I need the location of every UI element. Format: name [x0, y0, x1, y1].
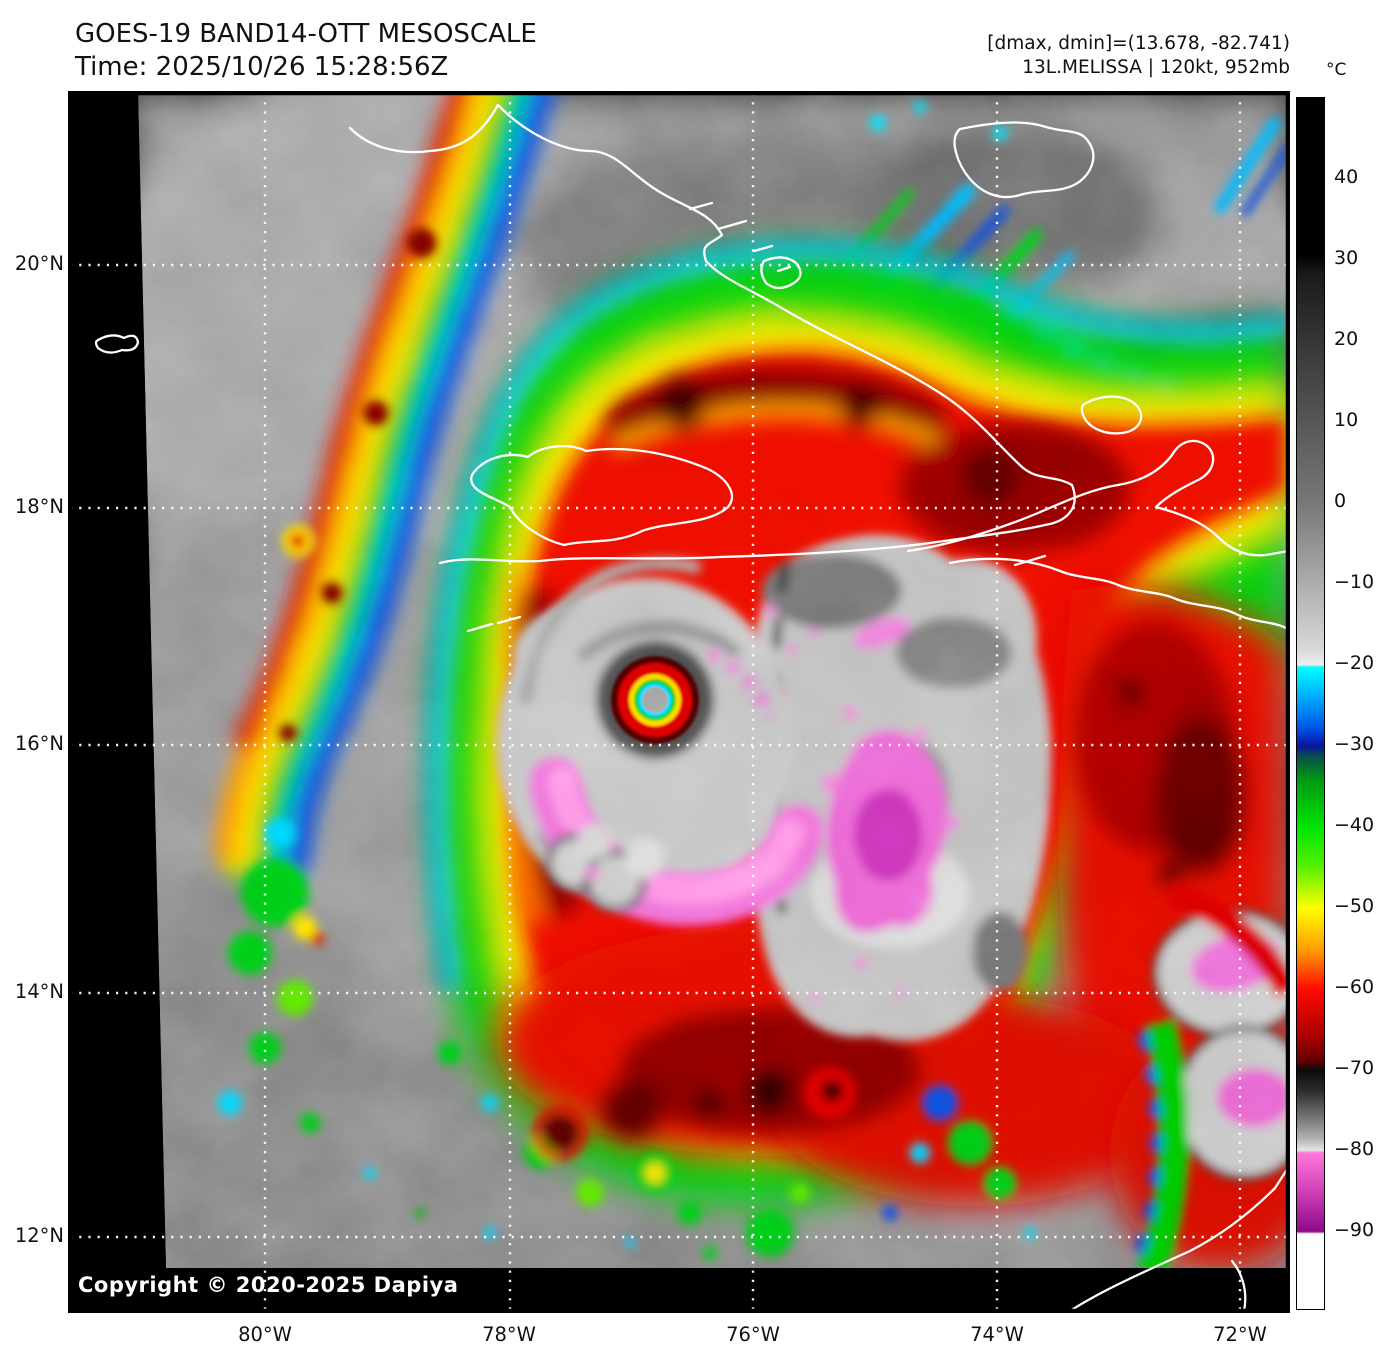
colorbar-tick-label: 0 — [1334, 490, 1347, 512]
storm-info-block: [dmax, dmin]=(13.678, -82.741) 13L.MELIS… — [987, 32, 1290, 80]
colorbar-tick-label: 10 — [1334, 409, 1359, 431]
satellite-map: Copyright © 2020-2025 Dapiya — [68, 91, 1290, 1313]
coastline-hispaniola-south — [948, 557, 1288, 631]
coastline-isla-juventud — [760, 256, 802, 290]
copyright-watermark: Copyright © 2020-2025 Dapiya — [78, 1273, 459, 1297]
title-block: GOES-19 BAND14-OTT MESOSCALE Time: 2025/… — [75, 18, 537, 84]
coastline-cuba-keys — [688, 201, 792, 273]
timestamp: Time: 2025/10/26 15:28:56Z — [75, 52, 449, 82]
imagery-layers — [138, 93, 1288, 1268]
colorbar-tick-label: −20 — [1334, 652, 1375, 674]
coastline-great-inagua — [953, 121, 1095, 199]
colorbar-tick-label: −30 — [1334, 733, 1375, 755]
bottom-no-data-strip — [70, 1268, 1288, 1311]
colorbar-tick-label: −60 — [1334, 976, 1375, 998]
colorbar-tick-label: 20 — [1334, 328, 1359, 350]
left-no-data-wedge — [70, 93, 166, 1268]
lon-label: 80°W — [238, 1323, 292, 1346]
dmax-dmin-readout: [dmax, dmin]=(13.678, -82.741) — [987, 33, 1290, 54]
map-frame — [70, 93, 1288, 1311]
coastlines — [94, 103, 1288, 1311]
lon-label: 76°W — [726, 1323, 780, 1346]
coastline-jamaica — [470, 445, 734, 547]
colorbar-tick-label: −40 — [1334, 814, 1375, 836]
page-title: GOES-19 BAND14-OTT MESOSCALE — [75, 19, 537, 49]
coastline-south-america — [1068, 1166, 1288, 1311]
coastline-gonave — [1013, 554, 1047, 567]
temperature-colorbar — [1296, 97, 1325, 1310]
lat-label: 18°N — [14, 495, 64, 518]
colorbar-tick-label: −10 — [1334, 571, 1375, 593]
lon-label: 72°W — [1213, 1323, 1267, 1346]
lat-label: 20°N — [14, 252, 64, 275]
coastline-hispaniola-north — [906, 439, 1288, 557]
lat-label: 16°N — [14, 732, 64, 755]
colorbar-tick-label: −90 — [1334, 1219, 1375, 1241]
storm-readout: 13L.MELISSA | 120kt, 952mb — [1022, 57, 1290, 78]
lon-label: 74°W — [970, 1323, 1024, 1346]
colorbar-tick-label: 40 — [1334, 166, 1359, 188]
colorbar-tick-label: −80 — [1334, 1138, 1375, 1160]
graticule-grid — [70, 93, 1288, 1311]
cloud-texture-overlay — [138, 93, 1288, 1268]
lat-label: 14°N — [14, 980, 64, 1003]
colorbar-tick-label: 30 — [1334, 247, 1359, 269]
coastline-small-cays — [466, 615, 522, 633]
lon-label: 78°W — [482, 1323, 536, 1346]
colorbar-tick-label: −70 — [1334, 1057, 1375, 1079]
coastline-lake-enriquillo — [1080, 395, 1143, 435]
colorbar-tick-label: −50 — [1334, 895, 1375, 917]
satellite-image — [70, 93, 1288, 1311]
coastline-cayman — [94, 334, 140, 354]
coastline-cuba — [348, 103, 1076, 565]
colorbar-unit-label: °C — [1326, 60, 1347, 80]
lat-label: 12°N — [14, 1224, 64, 1247]
